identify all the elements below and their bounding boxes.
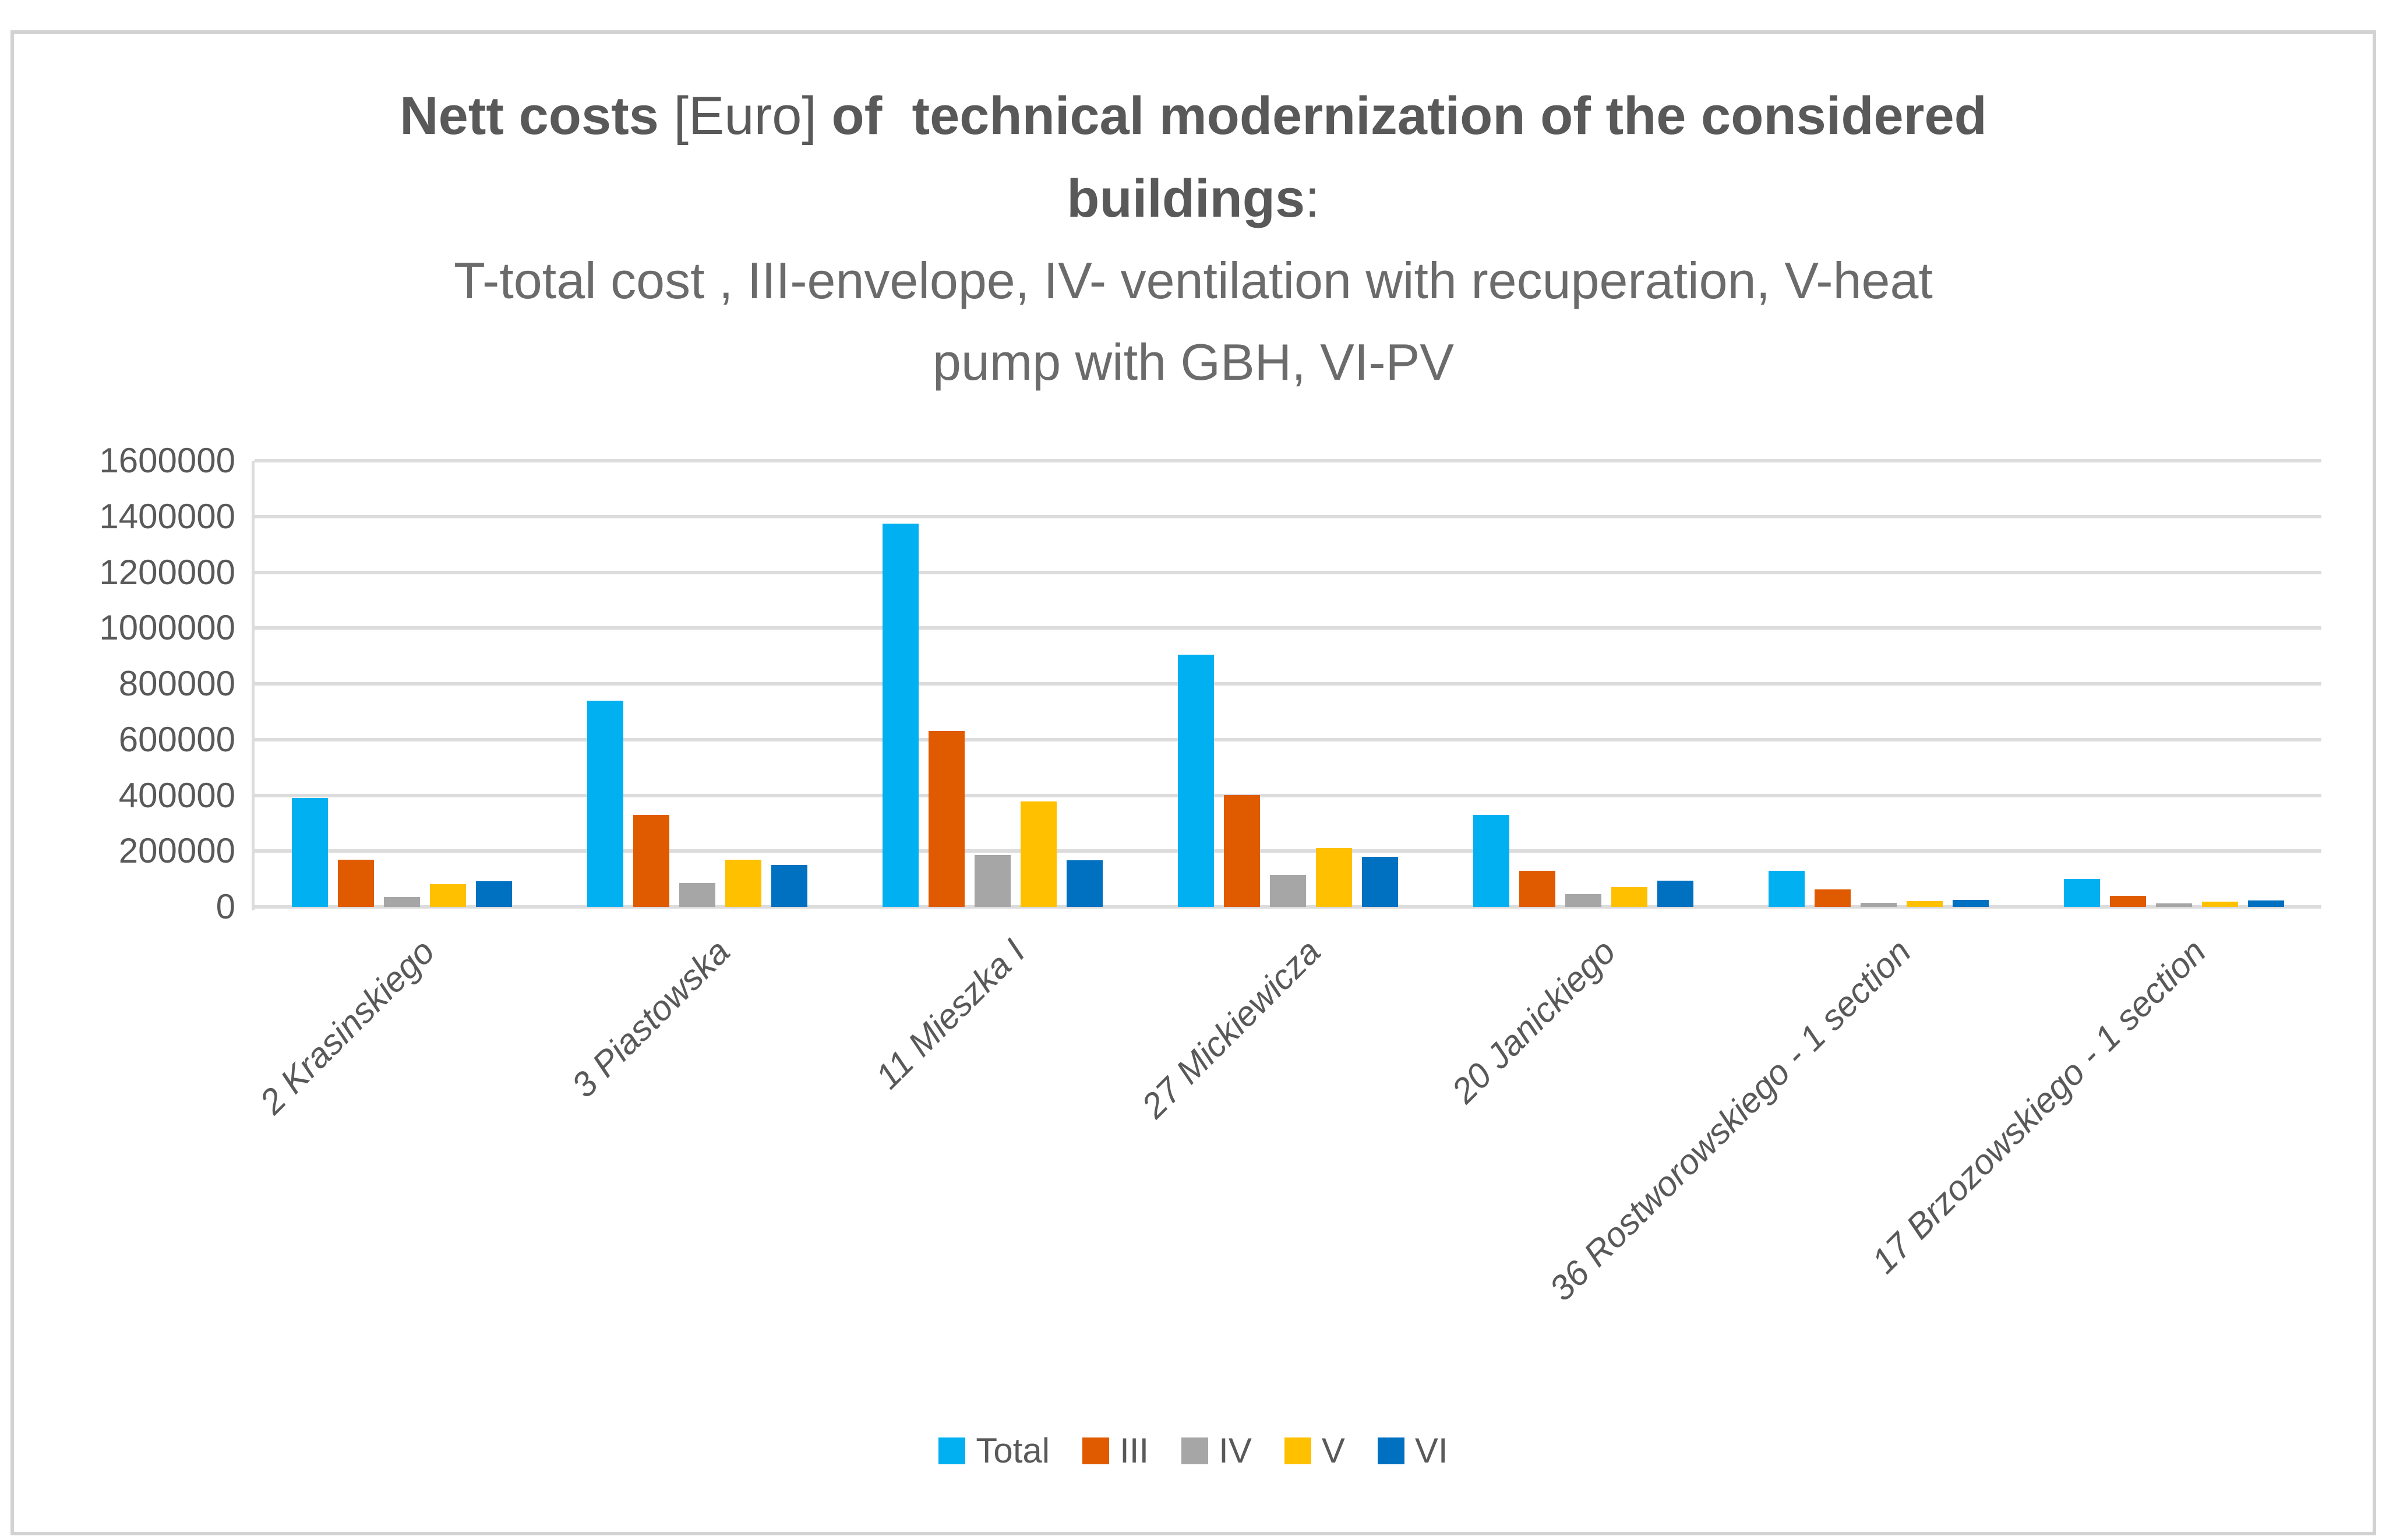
legend-item-iii: III [1082,1430,1149,1471]
chart-subtitle-line-2: pump with GBH, VI-PV [933,333,1454,391]
legend-label: VI [1414,1431,1448,1470]
legend-item-total: Total [938,1430,1050,1471]
y-tick-label-1400000: 1400000 [99,496,235,536]
legend-item-vi: VI [1377,1430,1448,1471]
bar-total-6 [1768,871,1805,907]
bar-total-4 [1178,655,1214,907]
x-axis-labels: 2 Krasinskiego 3 Piastowska 11 Mieszka I 27… [252,931,2321,1339]
bar-vi-2 [771,865,808,907]
bar-group-2 [587,701,808,907]
y-tick-label-0: 0 [216,887,235,926]
bar-vi-5 [1657,881,1693,907]
legend-item-v: V [1284,1430,1345,1471]
legend: Total III IV V VI [14,1430,2373,1471]
x-tick-label-5: 20 Janickiego [1444,931,1623,1111]
bar-iii-6 [1814,889,1851,907]
legend-swatch-icon [1082,1437,1110,1464]
gridline-200000 [255,849,2321,853]
bar-vi-3 [1067,860,1103,907]
bar-iv-1 [384,897,421,907]
legend-swatch-icon [1181,1437,1209,1464]
legend-swatch-icon [938,1437,966,1464]
bar-group-1 [292,798,513,907]
gridline-0 [255,905,2321,909]
gridline-1200000 [255,570,2321,574]
bar-vi-4 [1362,857,1398,907]
gridline-400000 [255,793,2321,797]
bar-iii-1 [338,860,375,907]
x-tick-label-2: 3 Piastowska [564,931,737,1105]
y-axis-line [252,461,255,910]
bar-iv-5 [1565,894,1601,907]
bar-total-3 [883,524,919,907]
x-tick-label-1: 2 Krasinskiego [252,931,442,1122]
bar-iv-6 [1860,903,1897,907]
bar-vi-1 [476,881,513,907]
y-tick-label-600000: 600000 [118,719,235,759]
bar-total-2 [587,701,624,907]
chart-subtitle-line-1: T-total cost , III-envelope, IV- ventila… [454,252,1933,309]
bar-iv-3 [975,855,1011,907]
bar-v-3 [1021,801,1057,907]
bar-group-3 [883,524,1103,907]
gridline-1600000 [255,459,2321,462]
y-tick-label-1200000: 1200000 [99,552,235,592]
gridline-1400000 [255,514,2321,518]
y-tick-label-1600000: 1600000 [99,441,235,480]
bar-group-4 [1178,655,1398,907]
y-tick-label-800000: 800000 [118,664,235,703]
bar-total-5 [1473,815,1509,907]
x-tick-label-7: 17 Brzozowskiego - 1 section [1864,931,2214,1281]
y-axis-labels: 0 200000 400000 600000 800000 1000000 1200000 1… [14,441,240,926]
legend-swatch-icon [1284,1437,1311,1464]
chart-title-line-2: buildings: [14,157,2373,240]
chart-title-line-1: Nett costs [Euro] of technical moderniza… [14,75,2373,157]
bar-v-5 [1611,887,1647,907]
legend-label: V [1321,1431,1345,1470]
bar-iii-5 [1519,871,1555,907]
bar-iv-2 [679,883,716,907]
bar-iii-2 [633,815,670,907]
bar-iv-4 [1270,875,1306,907]
bar-iii-4 [1224,795,1260,907]
bar-v-2 [725,860,762,907]
title-regular-segment: [Euro] [658,86,832,146]
title-regular-segment: : [1305,169,1320,228]
x-tick-label-6: 36 Rostworowskiego - 1 section [1541,931,1918,1309]
bar-total-7 [2063,879,2100,907]
legend-label: III [1120,1431,1149,1470]
x-tick-label-3: 11 Mieszka I [867,931,1033,1097]
bar-v-7 [2201,902,2238,907]
title-bold-segment: of technical modernization of the consid… [831,86,1987,146]
y-tick-label-1000000: 1000000 [99,608,235,648]
bar-iii-3 [929,731,965,907]
bar-total-1 [292,798,329,907]
legend-label: IV [1219,1431,1252,1470]
bar-v-6 [1906,901,1943,907]
bar-vi-6 [1952,900,1989,907]
legend-swatch-icon [1377,1437,1404,1464]
x-tick-label-4: 27 Mickiewicza [1134,931,1328,1126]
title-bold-segment: buildings [1067,169,1305,228]
legend-item-iv: IV [1181,1430,1252,1471]
bar-group-5 [1473,815,1693,907]
chart-frame: Nett costs [Euro] of technical moderniza… [10,30,2376,1535]
legend-label: Total [976,1431,1050,1470]
bar-v-1 [430,884,467,907]
chart-title-block: Nett costs [Euro] of technical moderniza… [14,75,2373,403]
y-tick-label-200000: 200000 [118,831,235,871]
gridline-1000000 [255,626,2321,630]
bar-group-7 [2063,879,2284,907]
plot-area [252,459,2321,910]
bar-v-4 [1316,848,1352,907]
bar-group-6 [1768,871,1989,907]
title-bold-segment: Nett costs [400,86,659,146]
gridline-600000 [255,737,2321,741]
gridline-800000 [255,682,2321,686]
bar-iii-7 [2109,896,2146,907]
bar-vi-7 [2247,900,2284,907]
y-tick-label-400000: 400000 [118,775,235,815]
bar-iv-7 [2155,903,2192,907]
